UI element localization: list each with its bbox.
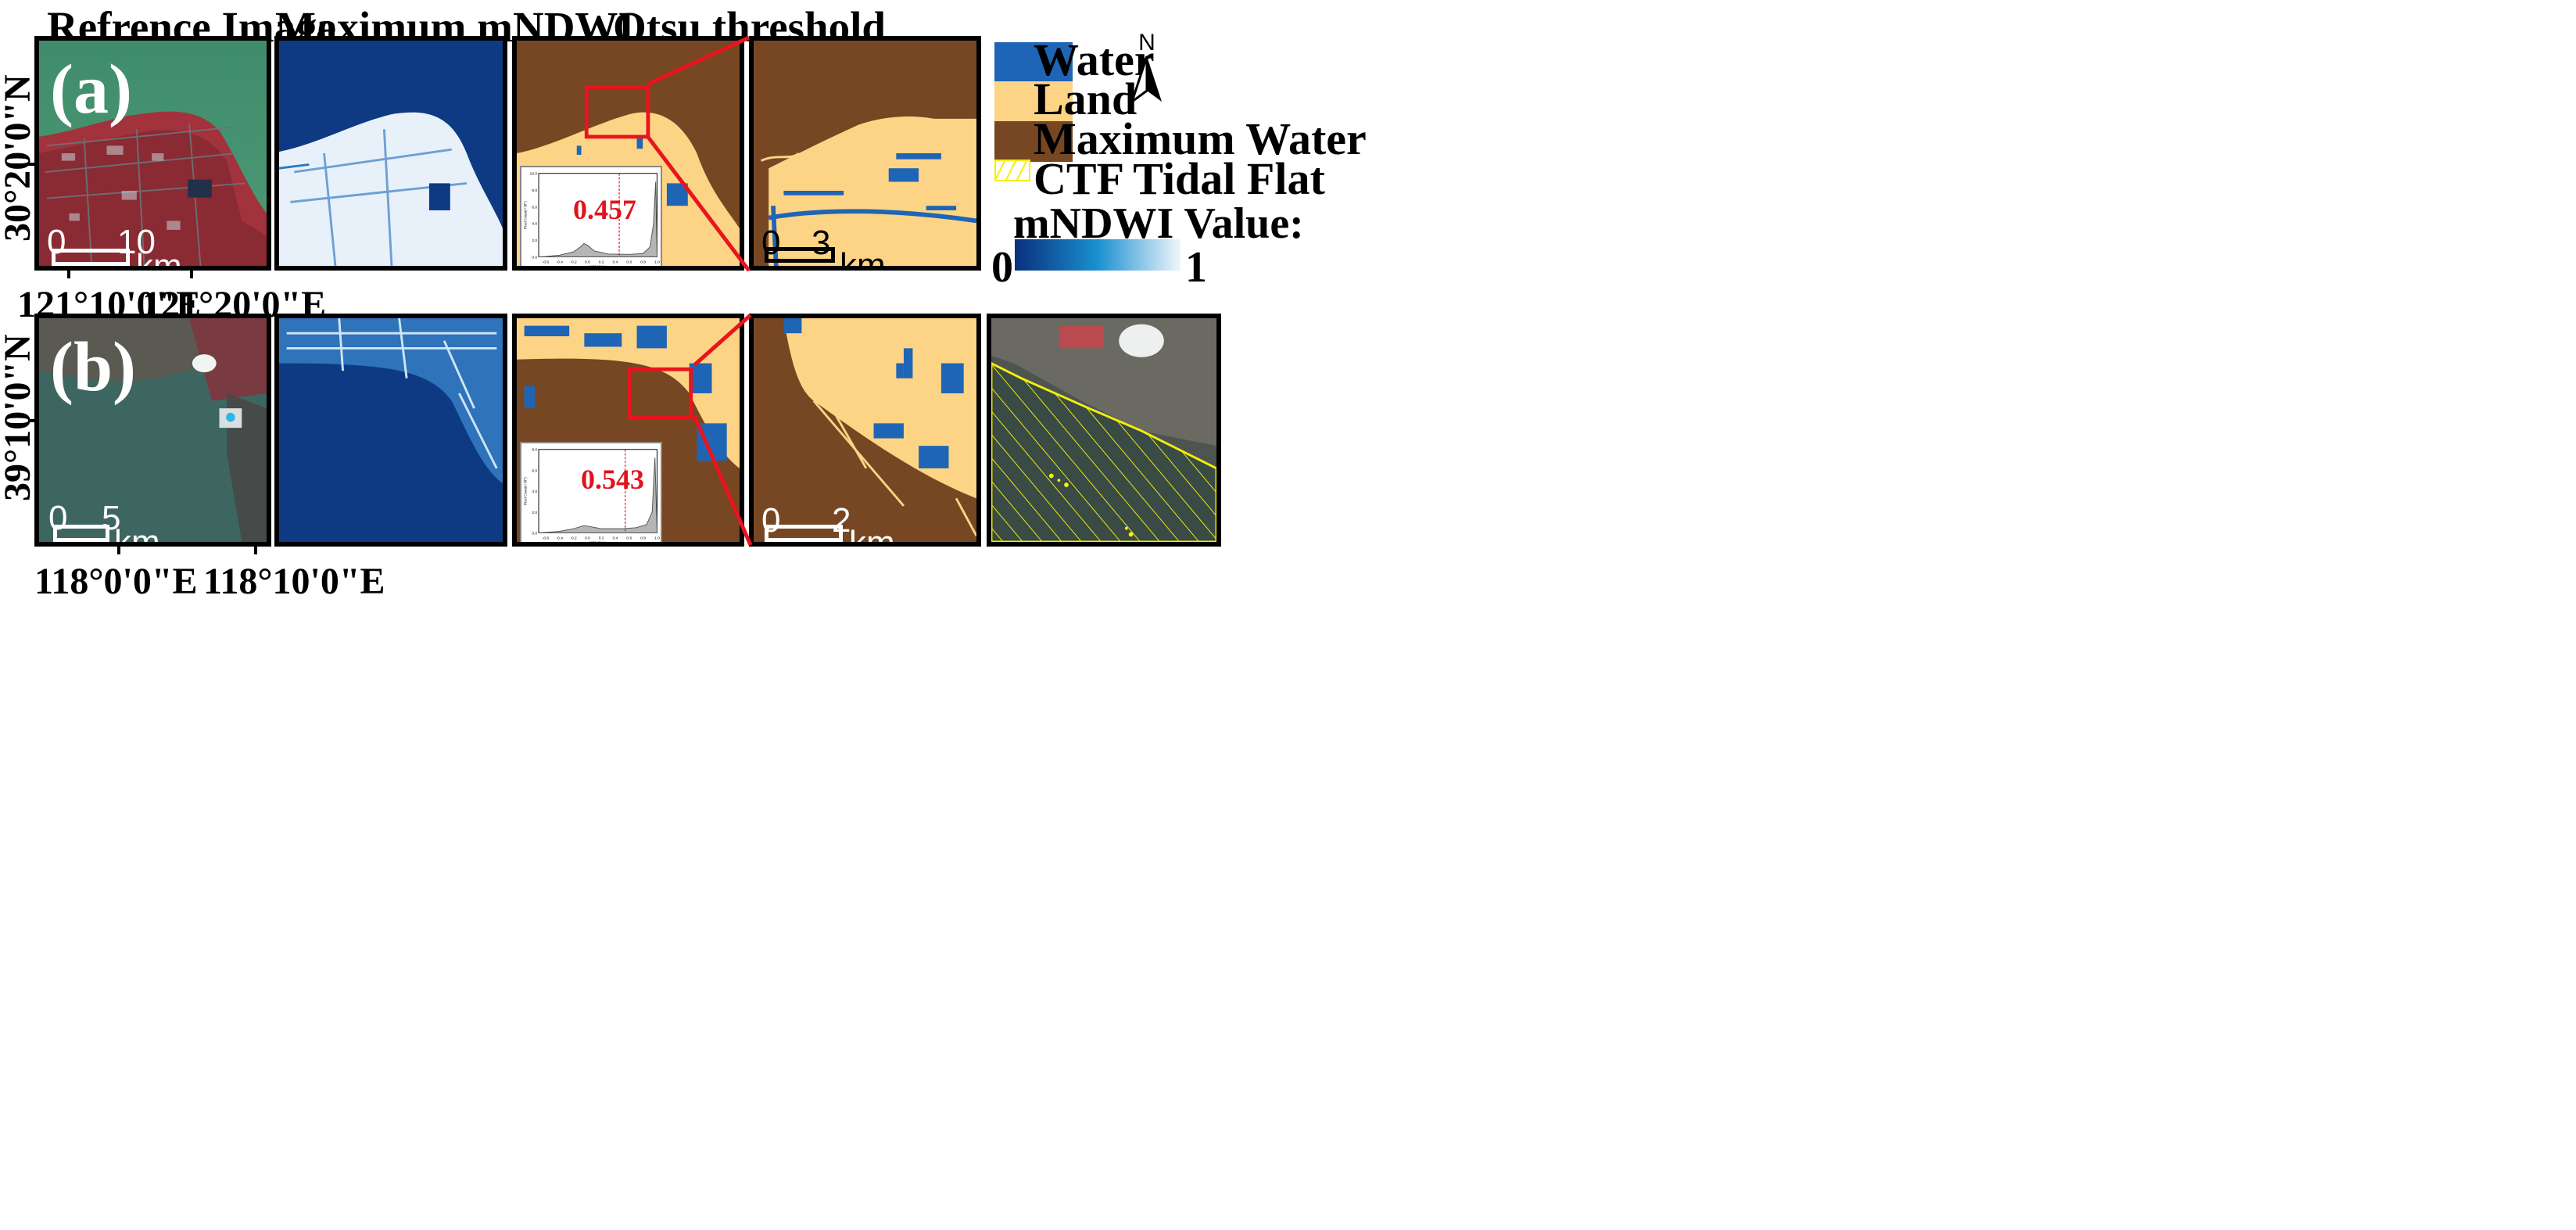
histogram-xtick: -0.2 xyxy=(570,536,577,540)
scale-end: 10 xyxy=(117,223,156,261)
histogram-ytick: 10.0 xyxy=(530,172,538,177)
scale-end: 5 xyxy=(102,499,121,537)
histogram-ytick: 4.0 xyxy=(532,222,537,227)
histogram-ytick: 0.0 xyxy=(532,255,537,260)
scale-unit: km xyxy=(840,246,886,271)
histogram-xlabel: mNDWI Value xyxy=(586,266,609,270)
histogram-ytick: 0.0 xyxy=(532,531,537,536)
legend-swatch-ctf xyxy=(994,160,1030,181)
otsu-zoom-a: 0 3 km xyxy=(749,36,981,271)
lon-label-b-1: 118°0'0"E xyxy=(34,561,198,602)
colorbar-min: 0 xyxy=(991,243,1013,292)
histogram-xtick: -0.6 xyxy=(543,260,550,264)
histogram-ytick: 6.0 xyxy=(532,468,537,473)
north-label: N xyxy=(1138,30,1155,56)
tick-lon-a-1 xyxy=(67,271,70,278)
legend-label-land: Land xyxy=(1034,74,1138,124)
scale-bar xyxy=(52,249,130,266)
histogram-ytick: 8.0 xyxy=(532,448,537,453)
scale-bar xyxy=(765,247,835,263)
histogram-area xyxy=(539,457,657,533)
histogram-xtick: 1.0 xyxy=(654,536,660,540)
threshold-label-b: 0.543 xyxy=(581,464,644,495)
reference-image-a: (a) 0 10 km xyxy=(34,36,271,271)
tick-lon-b-1 xyxy=(117,547,120,554)
scale-unit: km xyxy=(136,247,182,271)
histogram-xtick: 0.8 xyxy=(640,536,646,540)
histogram-ytick: 8.0 xyxy=(532,188,537,193)
histogram-xtick: 0.0 xyxy=(585,260,590,264)
histogram-xtick: -0.4 xyxy=(557,260,564,264)
histogram-xtick: -0.2 xyxy=(570,260,577,264)
scale-bar-ref-a: 0 10 km xyxy=(39,41,267,266)
histogram-ylabel: Pixel Count(×10⁵) xyxy=(524,201,528,229)
histogram-xtick: 0.4 xyxy=(613,536,618,540)
histogram-ytick: 2.0 xyxy=(532,238,537,243)
histogram-xtick: 0.6 xyxy=(626,260,632,264)
histogram-xtick: -0.4 xyxy=(557,536,564,540)
scale-unit: km xyxy=(849,524,895,547)
histogram-xtick: 1.0 xyxy=(654,260,660,264)
colorbar xyxy=(1015,239,1181,271)
scale-end: 3 xyxy=(811,224,831,262)
colorbar-title: mNDWI Value: xyxy=(1013,199,1304,248)
histogram-xlabel: mNDWI Value xyxy=(586,542,609,546)
reference-image-b: (b) 0 5 km xyxy=(34,314,271,547)
histogram-xtick: 0.8 xyxy=(640,260,646,264)
scale-bar-ref-b: 0 5 km xyxy=(39,318,267,542)
scale-bar-zoom-b: 0 2 km xyxy=(754,318,976,542)
tick-lat-a xyxy=(28,163,36,166)
panel-label-b: (b) xyxy=(50,328,136,406)
lat-label-a: 30°20'0"N xyxy=(0,74,38,242)
scale-bar xyxy=(765,525,843,542)
legend-label-water: Water xyxy=(1034,34,1155,85)
legend-swatch-land xyxy=(994,81,1073,122)
histogram-xtick: 0.4 xyxy=(613,260,618,264)
histogram-xtick: -0.6 xyxy=(543,536,550,540)
legend-label-max-water: Maximum Water xyxy=(1034,113,1367,164)
histogram-xtick: 0.6 xyxy=(626,536,632,540)
north-arrow: N xyxy=(1127,31,1166,105)
histogram-inset-b: -0.6 -0.4 -0.2 0.0 0.2 0.4 0.6 0.8 1.0 0.0 2.0 4.0 6… xyxy=(520,442,662,546)
histogram-ylabel: Pixel Count(×10⁵) xyxy=(524,477,528,505)
scale-start: 0 xyxy=(48,499,68,537)
legend-swatch-water xyxy=(994,42,1073,83)
tick-lat-b xyxy=(28,419,36,422)
colorbar-max: 1 xyxy=(1185,243,1207,292)
scale-unit: km xyxy=(114,523,160,547)
histogram-ytick: 4.0 xyxy=(532,489,537,494)
histogram-ytick: 2.0 xyxy=(532,511,537,515)
ctf-tidal-flat-map-b xyxy=(987,314,1221,547)
tick-lon-a-2 xyxy=(190,271,193,278)
panel-label-a: (a) xyxy=(50,51,132,128)
otsu-zoom-b: 0 2 km xyxy=(749,314,981,547)
legend-label-ctf: CTF Tidal Flat xyxy=(1034,153,1325,204)
legend-swatch-max-water xyxy=(994,121,1073,162)
histogram-xtick: 0.0 xyxy=(585,536,590,540)
mndwi-map-a xyxy=(274,36,507,271)
histogram-inset-a: -0.6 -0.4 -0.2 0.0 0.2 0.4 0.6 0.8 1.0 0.0 2.0 4.0 6… xyxy=(520,166,662,270)
histogram-area xyxy=(539,181,657,257)
zoom-connector-b xyxy=(692,314,753,546)
zoom-connector-a xyxy=(646,35,751,272)
scale-start: 0 xyxy=(47,223,66,261)
otsu-map-a: -0.6 -0.4 -0.2 0.0 0.2 0.4 0.6 0.8 1.0 0.0 2.0 4.0 6… xyxy=(512,36,744,271)
mndwi-map-b xyxy=(274,314,507,547)
threshold-label-a: 0.457 xyxy=(573,194,636,225)
scale-bar-zoom-a: 0 3 km xyxy=(754,41,976,267)
histogram-xtick: 0.2 xyxy=(599,536,604,540)
otsu-map-b: -0.6 -0.4 -0.2 0.0 0.2 0.4 0.6 0.8 1.0 0.0 2.0 4.0 6… xyxy=(512,314,744,547)
tick-lon-b-2 xyxy=(254,547,257,554)
lon-label-b-2: 118°10'0"E xyxy=(203,561,385,602)
histogram-ytick: 6.0 xyxy=(532,205,537,210)
scale-bar xyxy=(53,525,109,542)
histogram-xtick: 0.2 xyxy=(599,260,604,264)
